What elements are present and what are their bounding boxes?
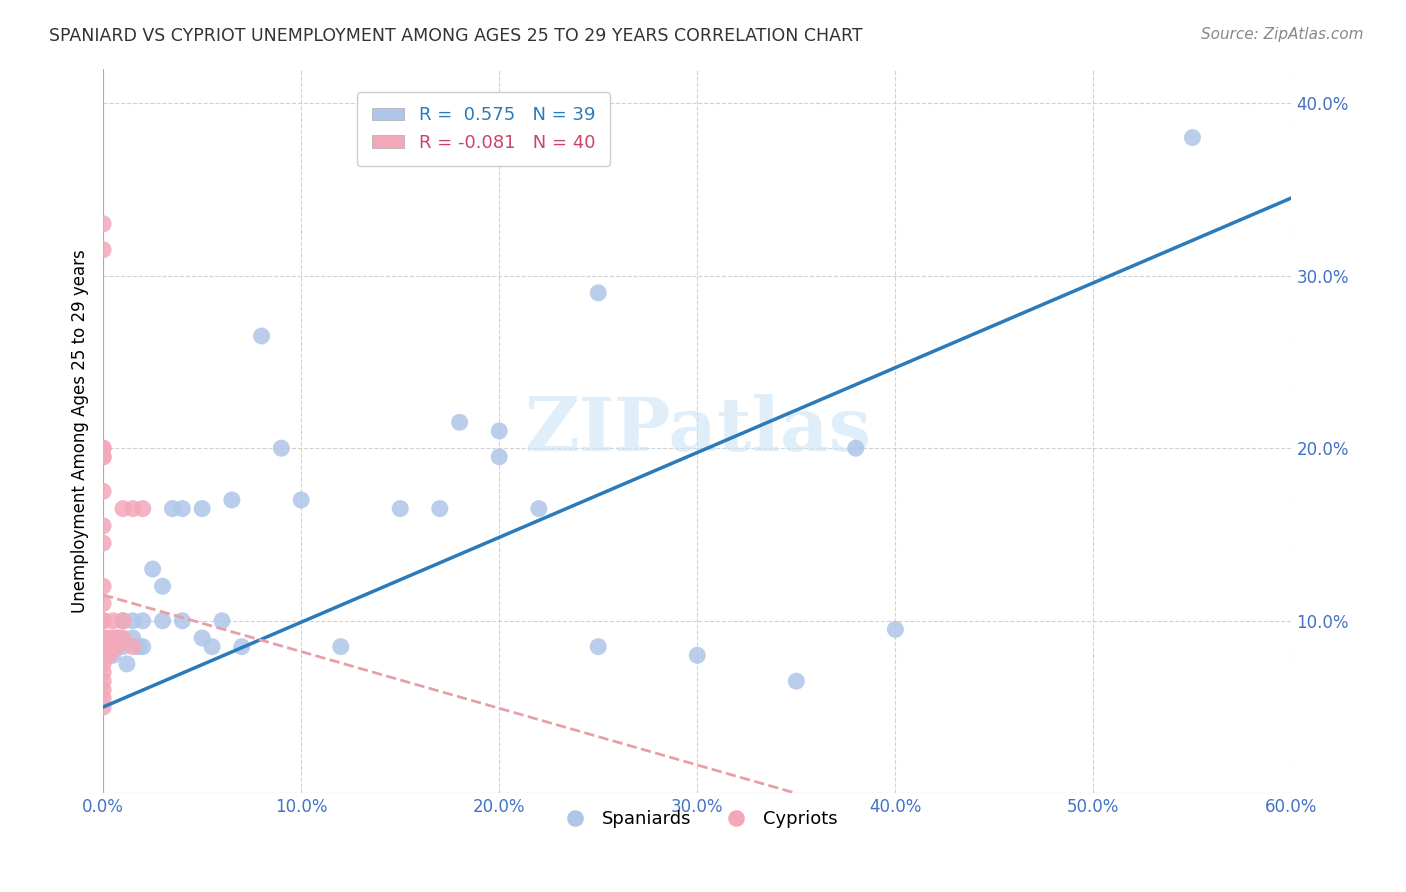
Point: [785, 674, 807, 689]
Point: [132, 501, 155, 516]
Point: [488, 450, 510, 464]
Point: [111, 631, 134, 645]
Point: [290, 492, 312, 507]
Point: [201, 640, 224, 654]
Point: [91, 631, 114, 645]
Point: [142, 562, 165, 576]
Point: [115, 657, 138, 671]
Point: [211, 614, 233, 628]
Point: [588, 285, 610, 300]
Point: [91, 450, 114, 464]
Point: [91, 691, 114, 706]
Point: [588, 640, 610, 654]
Point: [91, 597, 114, 611]
Point: [101, 640, 124, 654]
Point: [121, 614, 143, 628]
Point: [111, 614, 134, 628]
Point: [91, 484, 114, 499]
Point: [91, 682, 114, 697]
Text: ZIPatlas: ZIPatlas: [524, 394, 870, 467]
Point: [91, 441, 114, 455]
Point: [172, 614, 194, 628]
Point: [221, 492, 243, 507]
Point: [91, 614, 114, 628]
Point: [91, 674, 114, 689]
Point: [91, 665, 114, 680]
Point: [101, 614, 124, 628]
Point: [686, 648, 709, 663]
Point: [884, 623, 907, 637]
Legend: Spaniards, Cypriots: Spaniards, Cypriots: [550, 803, 845, 835]
Point: [1181, 130, 1204, 145]
Point: [527, 501, 550, 516]
Point: [152, 614, 174, 628]
Point: [91, 450, 114, 464]
Point: [91, 631, 114, 645]
Point: [132, 640, 155, 654]
Point: [231, 640, 253, 654]
Point: [121, 640, 143, 654]
Point: [101, 648, 124, 663]
Point: [111, 640, 134, 654]
Point: [121, 631, 143, 645]
Point: [488, 424, 510, 438]
Point: [91, 243, 114, 257]
Point: [91, 700, 114, 714]
Point: [91, 648, 114, 663]
Point: [91, 614, 114, 628]
Point: [98, 631, 121, 645]
Point: [91, 648, 114, 663]
Point: [111, 501, 134, 516]
Point: [91, 648, 114, 663]
Point: [91, 519, 114, 533]
Point: [329, 640, 352, 654]
Point: [91, 536, 114, 550]
Point: [162, 501, 184, 516]
Point: [270, 441, 292, 455]
Point: [121, 501, 143, 516]
Point: [91, 217, 114, 231]
Point: [449, 415, 471, 429]
Point: [191, 631, 214, 645]
Point: [91, 614, 114, 628]
Point: [91, 441, 114, 455]
Point: [389, 501, 412, 516]
Point: [191, 501, 214, 516]
Point: [152, 579, 174, 593]
Point: [91, 579, 114, 593]
Point: [91, 657, 114, 671]
Point: [132, 614, 155, 628]
Point: [105, 631, 128, 645]
Point: [108, 631, 131, 645]
Text: Source: ZipAtlas.com: Source: ZipAtlas.com: [1201, 27, 1364, 42]
Text: SPANIARD VS CYPRIOT UNEMPLOYMENT AMONG AGES 25 TO 29 YEARS CORRELATION CHART: SPANIARD VS CYPRIOT UNEMPLOYMENT AMONG A…: [49, 27, 863, 45]
Point: [250, 329, 273, 343]
Point: [172, 501, 194, 516]
Point: [845, 441, 868, 455]
Point: [98, 648, 121, 663]
Point: [105, 640, 128, 654]
Point: [91, 631, 114, 645]
Point: [111, 614, 134, 628]
Point: [101, 631, 124, 645]
Point: [91, 614, 114, 628]
Point: [429, 501, 451, 516]
Y-axis label: Unemployment Among Ages 25 to 29 years: Unemployment Among Ages 25 to 29 years: [72, 249, 89, 613]
Point: [128, 640, 150, 654]
